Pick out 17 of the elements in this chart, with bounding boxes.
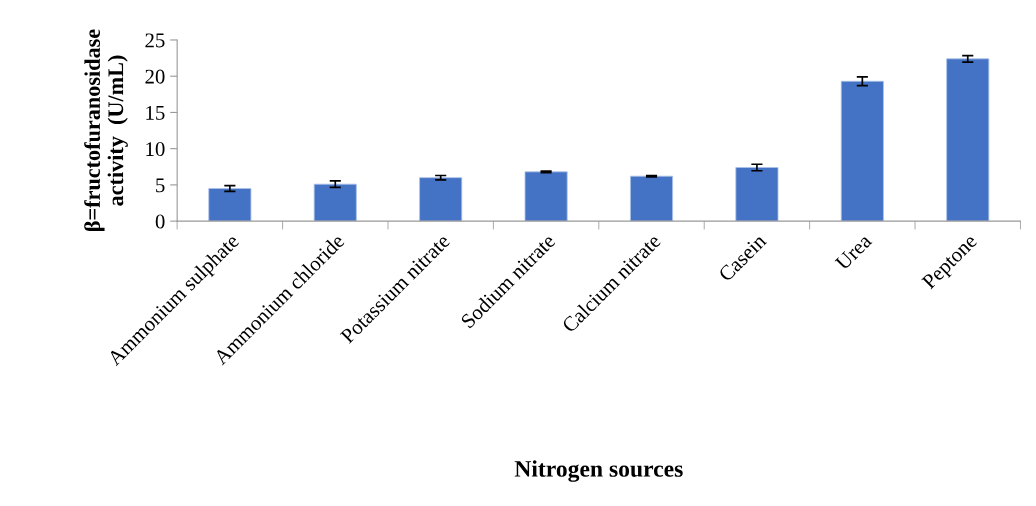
- y-axis-title: β=fructofuranosidase activity (U/mL): [84, 29, 128, 231]
- y-tick-label: 15: [146, 105, 165, 120]
- x-axis-title: Nitrogen sources: [514, 460, 683, 482]
- y-tick-label: 25: [145, 33, 165, 48]
- bar: [313, 183, 357, 222]
- bar: [630, 175, 674, 222]
- y-tick-label: 0: [155, 214, 165, 229]
- y-tick-label: 5: [156, 178, 165, 193]
- y-tick-label: 20: [145, 69, 165, 84]
- bar: [419, 177, 463, 222]
- bar: [208, 188, 252, 222]
- y-tick-label: 10: [146, 142, 165, 157]
- bar: [524, 171, 568, 222]
- bar: [735, 167, 779, 222]
- x-tick-label: Urea: [834, 233, 873, 271]
- bar: [946, 58, 990, 222]
- bar: [840, 80, 884, 222]
